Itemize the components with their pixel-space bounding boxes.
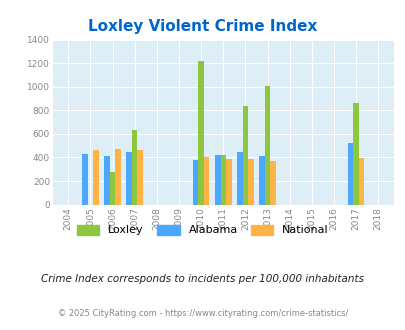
Bar (347, 143, 352, 205)
Bar (242, 106, 247, 205)
Bar (259, 156, 264, 205)
Text: Crime Index corresponds to incidents per 100,000 inhabitants: Crime Index corresponds to incidents per… (41, 274, 364, 284)
Bar (132, 130, 137, 205)
Text: © 2025 CityRating.com - https://www.cityrating.com/crime-statistics/: © 2025 CityRating.com - https://www.city… (58, 309, 347, 318)
Bar (220, 154, 226, 205)
Bar (226, 159, 231, 205)
Bar (137, 150, 143, 205)
Bar (126, 152, 132, 205)
Text: Loxley Violent Crime Index: Loxley Violent Crime Index (88, 19, 317, 34)
Bar (82, 154, 87, 205)
Bar (352, 103, 358, 205)
Bar (109, 172, 115, 205)
Bar (270, 161, 275, 205)
Legend: Loxley, Alabama, National: Loxley, Alabama, National (77, 225, 328, 235)
Bar (192, 160, 198, 205)
Bar (237, 151, 242, 205)
Bar (215, 154, 220, 205)
Bar (203, 157, 209, 205)
Bar (104, 156, 109, 205)
Bar (93, 150, 98, 205)
Bar (198, 61, 203, 205)
Bar (115, 148, 121, 205)
Bar (247, 159, 253, 205)
Bar (358, 158, 364, 205)
Bar (264, 86, 270, 205)
